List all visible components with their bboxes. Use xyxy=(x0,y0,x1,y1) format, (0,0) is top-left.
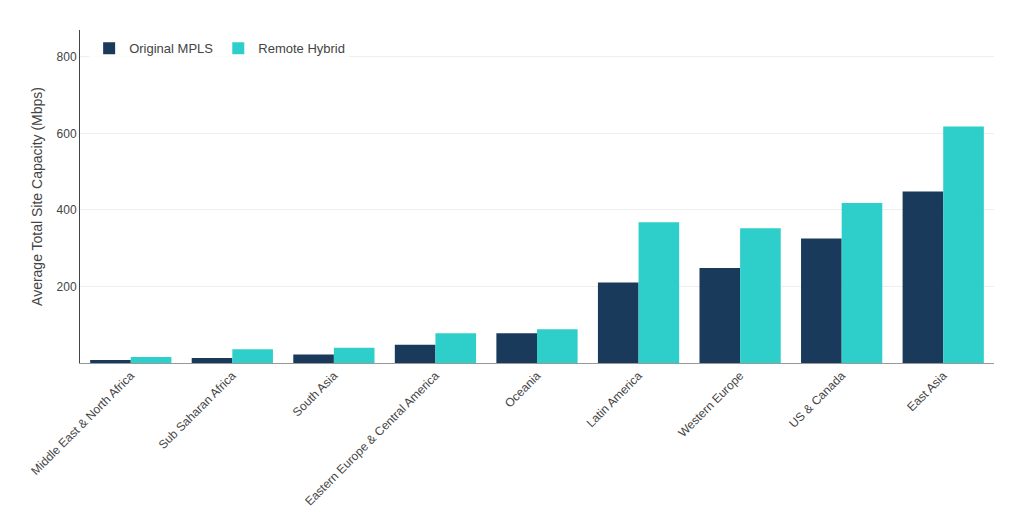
svg-text:Average Total Site Capacity (M: Average Total Site Capacity (Mbps) xyxy=(29,87,45,306)
svg-text:East Asia: East Asia xyxy=(904,369,950,415)
svg-text:200: 200 xyxy=(57,280,77,294)
svg-text:600: 600 xyxy=(57,127,77,141)
svg-text:US & Canada: US & Canada xyxy=(786,369,848,431)
svg-text:Western Europe: Western Europe xyxy=(675,369,746,440)
svg-text:Eastern Europe & Central Ameri: Eastern Europe & Central America xyxy=(302,369,442,509)
svg-text:800: 800 xyxy=(57,50,77,64)
svg-text:Latin America: Latin America xyxy=(584,369,646,431)
svg-text:Sub Saharan Africa: Sub Saharan Africa xyxy=(156,369,239,452)
svg-text:Oceania: Oceania xyxy=(502,369,544,411)
svg-text:Remote Hybrid: Remote Hybrid xyxy=(258,41,345,56)
svg-text:South Asia: South Asia xyxy=(290,369,341,420)
svg-text:Middle East & North Africa: Middle East & North Africa xyxy=(28,369,137,478)
svg-text:Original MPLS: Original MPLS xyxy=(129,41,213,56)
svg-text:400: 400 xyxy=(57,203,77,217)
